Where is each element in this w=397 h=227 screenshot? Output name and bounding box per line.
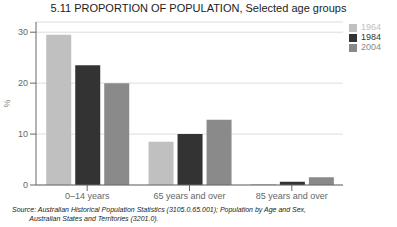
svg-text:30: 30	[18, 27, 28, 37]
svg-text:20: 20	[18, 78, 28, 88]
html-text:2004: 2004	[361, 42, 381, 52]
html-text:1984: 1984	[361, 32, 381, 42]
html-text:1964: 1964	[361, 22, 381, 32]
svg-text:85 years and over: 85 years and over	[256, 191, 328, 201]
svg-text:65 years and over: 65 years and over	[153, 191, 225, 201]
html-text:Australian States and Territor: Australian States and Territories (3201.…	[12, 215, 159, 222]
svg-text:0–14 years: 0–14 years	[65, 191, 110, 201]
html-text:Source: Australian Historical: Source: Australian Historical Population…	[12, 206, 306, 213]
svg-text:0: 0	[23, 180, 28, 190]
svg-text:10: 10	[18, 129, 28, 139]
svg-text:%: %	[8, 99, 12, 107]
html-text:5.11 PROPORTION OF POPULATION,: 5.11 PROPORTION OF POPULATION, Selected …	[50, 2, 347, 14]
